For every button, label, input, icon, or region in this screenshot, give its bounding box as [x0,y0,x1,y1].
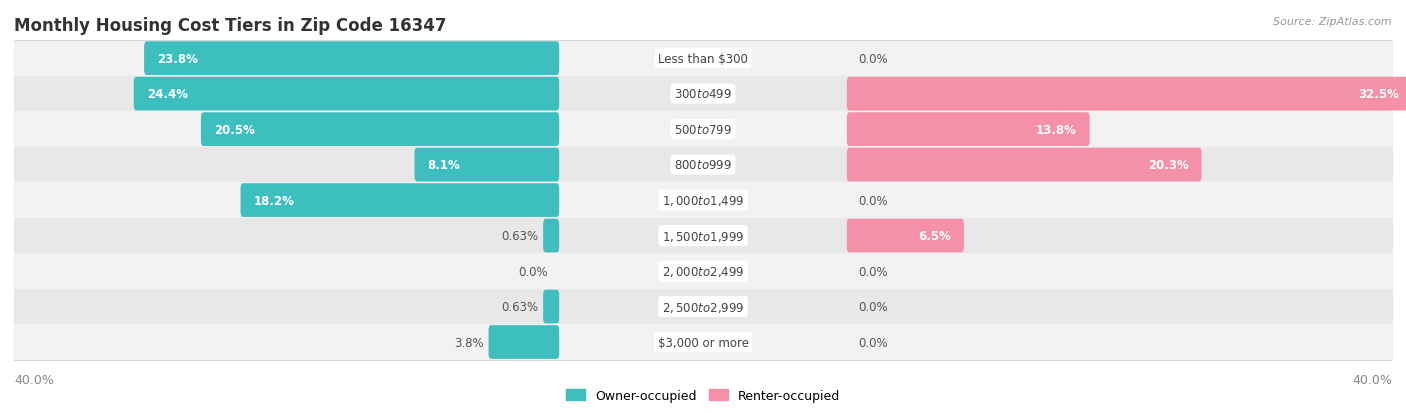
Text: $2,500 to $2,999: $2,500 to $2,999 [662,300,744,314]
Text: 6.5%: 6.5% [918,230,950,242]
Bar [14,254,1392,289]
Bar [14,289,1392,325]
Text: 8.1%: 8.1% [427,159,460,172]
Text: 20.5%: 20.5% [214,123,254,136]
Text: 0.0%: 0.0% [519,265,548,278]
FancyBboxPatch shape [201,113,560,147]
Text: $500 to $799: $500 to $799 [673,123,733,136]
Text: 0.0%: 0.0% [858,194,887,207]
FancyBboxPatch shape [846,78,1406,111]
Text: 0.0%: 0.0% [858,265,887,278]
Text: 0.63%: 0.63% [502,300,538,313]
Bar [14,77,1392,112]
Bar [14,112,1392,147]
Text: 0.0%: 0.0% [858,300,887,313]
Bar [14,147,1392,183]
Text: 24.4%: 24.4% [146,88,187,101]
FancyBboxPatch shape [543,219,560,253]
FancyBboxPatch shape [846,148,1202,182]
Text: $1,500 to $1,999: $1,500 to $1,999 [662,229,744,243]
Text: $300 to $499: $300 to $499 [673,88,733,101]
Text: 32.5%: 32.5% [1358,88,1399,101]
Text: 0.0%: 0.0% [858,52,887,66]
Text: 0.0%: 0.0% [858,336,887,349]
Text: Monthly Housing Cost Tiers in Zip Code 16347: Monthly Housing Cost Tiers in Zip Code 1… [14,17,447,34]
Text: 0.63%: 0.63% [502,230,538,242]
Text: Source: ZipAtlas.com: Source: ZipAtlas.com [1274,17,1392,26]
Bar [14,218,1392,254]
FancyBboxPatch shape [134,78,560,111]
FancyBboxPatch shape [846,219,965,253]
Text: 40.0%: 40.0% [14,373,53,387]
Text: 3.8%: 3.8% [454,336,484,349]
FancyBboxPatch shape [240,184,560,217]
Text: 18.2%: 18.2% [253,194,294,207]
FancyBboxPatch shape [415,148,560,182]
FancyBboxPatch shape [488,325,560,359]
FancyBboxPatch shape [543,290,560,324]
Bar [14,325,1392,360]
FancyBboxPatch shape [846,113,1090,147]
Text: $3,000 or more: $3,000 or more [658,336,748,349]
Text: 13.8%: 13.8% [1036,123,1077,136]
Text: $1,000 to $1,499: $1,000 to $1,499 [662,194,744,208]
Text: 20.3%: 20.3% [1147,159,1188,172]
Text: 23.8%: 23.8% [157,52,198,66]
Text: 40.0%: 40.0% [1353,373,1392,387]
Bar [14,183,1392,218]
Text: $800 to $999: $800 to $999 [673,159,733,172]
FancyBboxPatch shape [143,42,560,76]
Legend: Owner-occupied, Renter-occupied: Owner-occupied, Renter-occupied [561,384,845,407]
Text: Less than $300: Less than $300 [658,52,748,66]
Text: $2,000 to $2,499: $2,000 to $2,499 [662,264,744,278]
Bar [14,41,1392,77]
